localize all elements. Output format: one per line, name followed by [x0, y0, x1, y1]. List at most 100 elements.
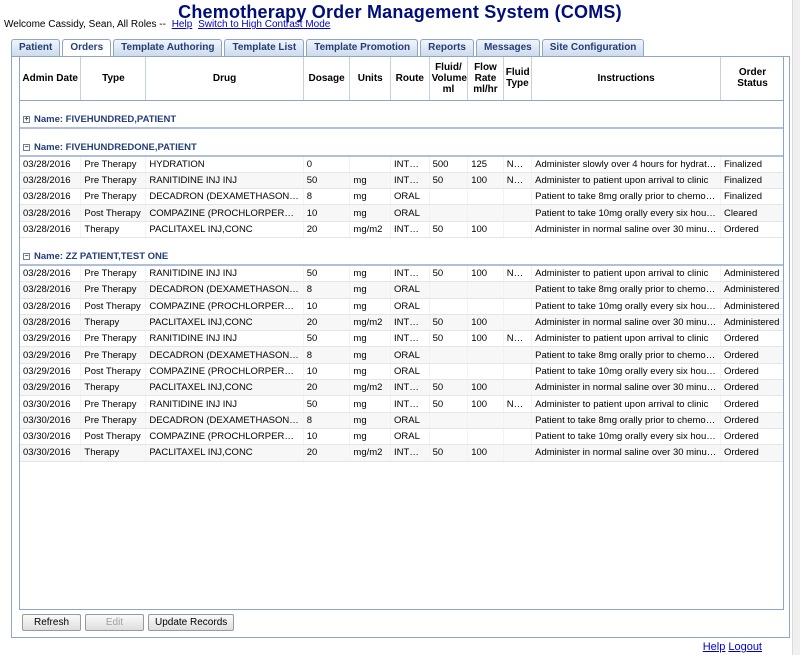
- cell-units: mg: [349, 204, 392, 222]
- cell-drug: DECADRON (DEXAMETHASONE TAB ): [145, 346, 304, 364]
- col-header-order-status[interactable]: Order Status: [720, 57, 783, 101]
- cell-fluid-volume: 50: [429, 379, 469, 397]
- table-row[interactable]: 03/28/2016 Post Therapy COMPAZINE (PROCHLO…: [20, 298, 783, 315]
- refresh-button[interactable]: Refresh: [22, 614, 81, 631]
- cell-order-status: Cleared: [720, 204, 783, 222]
- cell-order-status: Administered: [720, 265, 783, 283]
- cell-dosage: 20: [303, 444, 351, 462]
- edit-button[interactable]: Edit: [85, 614, 144, 631]
- table-row[interactable]: 03/30/2016 Pre Therapy DECADRON (DEXAMETHA…: [20, 412, 783, 429]
- group-header-row[interactable]: − Name: ZZ PATIENT,TEST ONE: [20, 249, 783, 267]
- col-header-instructions[interactable]: Instructions: [531, 57, 721, 101]
- cell-units: mg/m2: [349, 379, 392, 397]
- table-row[interactable]: 03/28/2016 Pre Therapy RANITIDINE INJ INJ 5…: [20, 172, 783, 190]
- cell-order-status: Ordered: [720, 346, 783, 364]
- cell-type: Pre Therapy: [80, 346, 147, 364]
- col-header-flow-rate[interactable]: Flow Rate ml/hr: [467, 57, 504, 101]
- col-header-admin-date[interactable]: Admin Date: [20, 57, 82, 101]
- cell-instructions: Patient to take 8mg orally prior to chem…: [531, 281, 721, 299]
- cell-type: Post Therapy: [80, 428, 147, 446]
- table-row[interactable]: 03/28/2016 Pre Therapy DECADRON (DEXAMETHA…: [20, 188, 783, 206]
- tab-template-list[interactable]: Template List: [224, 39, 305, 56]
- cell-instructions: Patient to take 8mg orally prior to chem…: [531, 188, 721, 206]
- cell-flow-rate: 100: [467, 314, 504, 332]
- cell-fluid-type: Normal Saline: [503, 330, 533, 348]
- group-header-cell[interactable]: − Name: FIVEHUNDREDONE,PATIENT: [20, 140, 783, 157]
- group-header-row[interactable]: − Name: FIVEHUNDREDONE,PATIENT: [20, 140, 783, 157]
- cell-units: mg: [349, 363, 392, 381]
- cell-order-status: Ordered: [720, 379, 783, 397]
- cell-fluid-type: [503, 221, 533, 238]
- group-spacer: [20, 128, 783, 140]
- table-row[interactable]: 03/29/2016 Post Therapy COMPAZINE (PROCHLO…: [20, 363, 783, 381]
- update-records-button[interactable]: Update Records: [148, 614, 235, 631]
- cell-drug: DECADRON (DEXAMETHASONE TAB ): [145, 412, 304, 429]
- cell-admin-date: 03/30/2016: [20, 428, 82, 446]
- table-row[interactable]: 03/28/2016 Therapy PACLITAXEL INJ,CONC 20 mg…: [20, 221, 783, 238]
- col-header-dosage[interactable]: Dosage: [303, 57, 351, 101]
- cell-flow-rate: 100: [467, 265, 504, 283]
- col-header-drug[interactable]: Drug: [145, 57, 304, 101]
- tab-patient[interactable]: Patient: [11, 39, 61, 56]
- tab-messages[interactable]: Messages: [475, 39, 540, 56]
- cell-route: INTRAVENOUS: [390, 265, 430, 283]
- cell-route: INTRAVENOUS: [390, 156, 430, 173]
- welcome-text: Welcome Cassidy, Sean, All Roles --: [4, 19, 166, 30]
- help-link[interactable]: Help: [171, 19, 193, 30]
- expand-icon[interactable]: +: [23, 115, 30, 123]
- cell-fluid-volume: 50: [429, 172, 469, 190]
- cell-route: ORAL: [390, 204, 430, 222]
- table-row[interactable]: 03/29/2016 Pre Therapy RANITIDINE INJ INJ 5…: [20, 330, 783, 348]
- tab-orders[interactable]: Orders: [62, 39, 112, 57]
- table-row[interactable]: 03/28/2016 Post Therapy COMPAZINE (PROCHLO…: [20, 204, 783, 222]
- tab-reports[interactable]: Reports: [420, 39, 474, 56]
- footer-links: Help Logout: [699, 641, 762, 653]
- col-header-fluid-volume[interactable]: Fluid/ Volume ml: [429, 57, 469, 101]
- cell-units: mg: [349, 428, 392, 446]
- table-row[interactable]: 03/30/2016 Post Therapy COMPAZINE (PROCHLO…: [20, 428, 783, 446]
- orders-panel: Admin Date Type Drug Dosage Units Route …: [11, 56, 790, 638]
- high-contrast-link[interactable]: Switch to High Contrast Mode: [198, 19, 331, 30]
- footer-help-link[interactable]: Help: [702, 641, 726, 653]
- cell-order-status: Finalized: [720, 188, 783, 206]
- cell-fluid-volume: [429, 412, 469, 429]
- collapse-icon[interactable]: −: [23, 253, 30, 261]
- collapse-icon[interactable]: −: [23, 143, 30, 151]
- cell-type: Pre Therapy: [80, 188, 147, 206]
- cell-admin-date: 03/28/2016: [20, 314, 82, 332]
- table-row[interactable]: 03/28/2016 Therapy PACLITAXEL INJ,CONC 20 mg…: [20, 314, 783, 332]
- col-header-units[interactable]: Units: [349, 57, 392, 101]
- table-row[interactable]: 03/28/2016 Pre Therapy RANITIDINE INJ INJ 5…: [20, 265, 783, 283]
- col-header-type[interactable]: Type: [80, 57, 147, 101]
- cell-flow-rate: [467, 412, 504, 429]
- cell-admin-date: 03/30/2016: [20, 444, 82, 462]
- cell-dosage: 10: [303, 298, 351, 315]
- tab-site-configuration[interactable]: Site Configuration: [541, 39, 645, 56]
- group-header-cell[interactable]: + Name: FIVEHUNDRED,PATIENT: [20, 112, 783, 129]
- cell-drug: COMPAZINE (PROCHLORPERAZINE TAB ): [145, 298, 304, 315]
- page-scrollbar[interactable]: [792, 0, 800, 655]
- tab-template-promotion[interactable]: Template Promotion: [306, 39, 419, 56]
- col-header-fluid-type[interactable]: Fluid Type: [503, 57, 533, 101]
- cell-instructions: Administer to patient upon arrival to cl…: [531, 172, 721, 190]
- cell-type: Pre Therapy: [80, 172, 147, 190]
- cell-instructions: Patient to take 10mg orally every six ho…: [531, 298, 721, 315]
- table-row[interactable]: 03/29/2016 Pre Therapy DECADRON (DEXAMETHA…: [20, 346, 783, 364]
- table-row[interactable]: 03/29/2016 Therapy PACLITAXEL INJ,CONC 20 mg…: [20, 379, 783, 397]
- table-row[interactable]: 03/28/2016 Pre Therapy DECADRON (DEXAMETHA…: [20, 281, 783, 299]
- table-row[interactable]: 03/30/2016 Pre Therapy RANITIDINE INJ INJ 5…: [20, 395, 783, 413]
- cell-units: mg/m2: [349, 314, 392, 332]
- col-header-route[interactable]: Route: [390, 57, 430, 101]
- cell-fluid-volume: 50: [429, 221, 469, 238]
- logout-link[interactable]: Logout: [728, 641, 762, 653]
- group-header-row[interactable]: + Name: FIVEHUNDRED,PATIENT: [20, 112, 783, 129]
- group-header-cell[interactable]: − Name: ZZ PATIENT,TEST ONE: [20, 249, 783, 267]
- table-row[interactable]: 03/30/2016 Therapy PACLITAXEL INJ,CONC 20 mg…: [20, 444, 783, 462]
- group-spacer-cell: [20, 237, 783, 250]
- cell-fluid-volume: [429, 428, 469, 446]
- cell-dosage: 20: [303, 314, 351, 332]
- cell-type: Pre Therapy: [80, 265, 147, 283]
- cell-fluid-type: [503, 444, 533, 462]
- tab-template-authoring[interactable]: Template Authoring: [113, 39, 223, 56]
